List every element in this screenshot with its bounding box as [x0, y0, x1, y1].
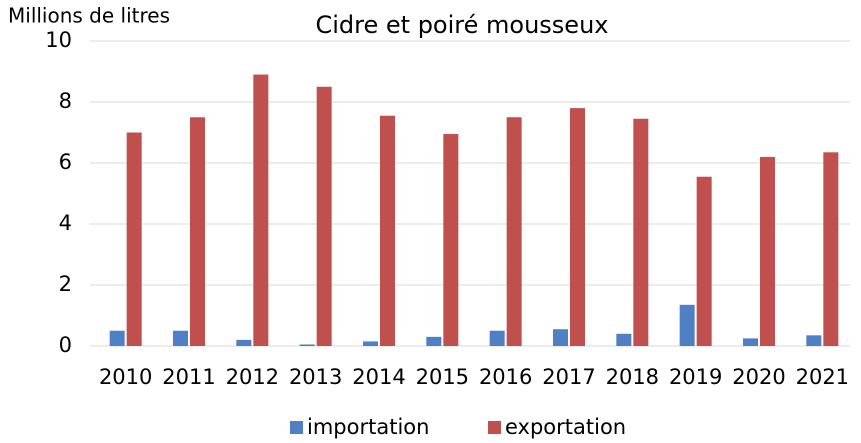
- bar: [426, 336, 442, 346]
- x-tick-label: 2019: [669, 365, 722, 389]
- x-tick-label: 2014: [352, 365, 405, 389]
- y-tick-label: 10: [45, 28, 72, 52]
- legend-swatch: [488, 421, 501, 434]
- x-tick-label: 2020: [732, 365, 785, 389]
- bar: [299, 344, 315, 346]
- bar: [760, 156, 775, 346]
- x-tick-label: 2017: [542, 365, 595, 389]
- bar: [506, 117, 522, 346]
- chart-title: Cidre et poiré mousseux: [316, 11, 609, 39]
- y-tick-label: 2: [59, 272, 72, 296]
- bar: [679, 304, 695, 346]
- bar: [743, 338, 758, 346]
- y-tick-label: 4: [59, 211, 72, 235]
- x-tick-label: 2021: [796, 365, 849, 389]
- bar: [696, 176, 712, 346]
- bar: [570, 108, 585, 346]
- bar: [553, 329, 568, 346]
- bar: [806, 335, 822, 346]
- bar: [190, 117, 205, 346]
- x-tick-label: 2016: [479, 365, 532, 389]
- bar: [633, 118, 649, 347]
- bar: [616, 333, 632, 346]
- x-tick-label: 2010: [99, 365, 152, 389]
- bar: [109, 330, 125, 346]
- bar: [489, 330, 505, 346]
- legend-swatch: [290, 421, 303, 434]
- x-tick-label: 2011: [162, 365, 215, 389]
- bar: [316, 86, 332, 346]
- y-tick-label: 8: [59, 89, 72, 113]
- legend-label: exportation: [505, 415, 626, 439]
- x-tick-label: 2018: [606, 365, 659, 389]
- x-tick-label: 2012: [226, 365, 279, 389]
- y-tick-label: 6: [59, 150, 72, 174]
- bar: [443, 134, 459, 346]
- bar: [363, 341, 378, 346]
- y-axis-label: Millions de litres: [8, 4, 170, 28]
- legend-label: importation: [307, 415, 429, 439]
- y-tick-label: 0: [59, 333, 72, 357]
- bar: [173, 330, 188, 346]
- bar: [253, 74, 269, 347]
- bar: [823, 152, 839, 346]
- bar: [380, 115, 395, 346]
- bar: [236, 339, 252, 346]
- x-tick-label: 2013: [289, 365, 342, 389]
- x-tick-label: 2015: [416, 365, 469, 389]
- bar: [126, 132, 142, 346]
